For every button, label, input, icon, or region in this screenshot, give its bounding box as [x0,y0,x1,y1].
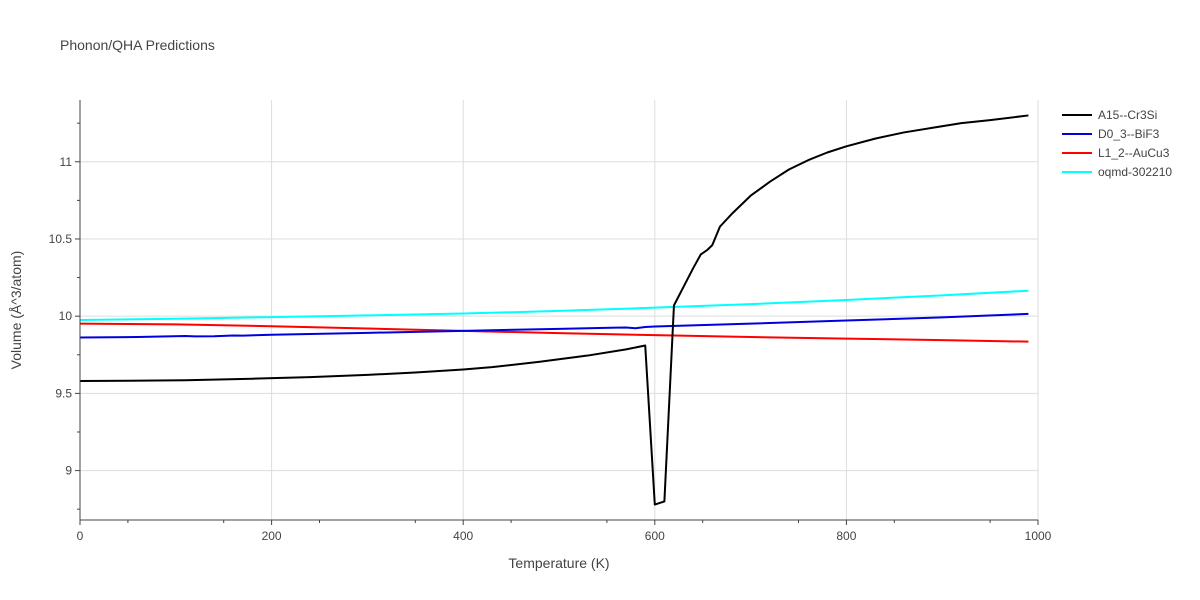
axes: 0 200 400 600 800 1000 9 9.5 10 10.5 11 [49,100,1052,543]
series-line-oqmd-302210 [79,289,1029,322]
y-tick-label: 10 [59,309,73,323]
legend-label: A15--Cr3Si [1098,108,1157,122]
series-line-d0-3-bif3 [79,312,1029,339]
legend-item[interactable]: A15--Cr3Si [1062,108,1157,122]
series-line-l1-2-aucu3 [79,322,1029,343]
x-tick-label: 800 [836,529,856,543]
chart-title: Phonon/QHA Predictions [60,37,215,53]
legend-label: oqmd-302210 [1098,165,1172,179]
y-tick-label: 9 [65,464,72,478]
y-tick-label: 9.5 [55,386,72,400]
y-tick-label: 10.5 [49,232,73,246]
legend-item[interactable]: D0_3--BiF3 [1062,127,1160,141]
grid-lines [80,100,1039,520]
legend[interactable]: A15--Cr3Si D0_3--BiF3 L1_2--AuCu3 oqmd-3022… [1062,108,1172,179]
legend-item[interactable]: oqmd-302210 [1062,165,1172,179]
plot-area [79,114,1029,506]
x-tick-label: 400 [453,529,473,543]
legend-label: L1_2--AuCu3 [1098,146,1170,160]
x-tick-label: 200 [262,529,282,543]
x-tick-label: 1000 [1025,529,1052,543]
x-tick-label: 0 [77,529,84,543]
legend-item[interactable]: L1_2--AuCu3 [1062,146,1170,160]
legend-label: D0_3--BiF3 [1098,127,1160,141]
x-axis-title: Temperature (K) [508,555,609,571]
y-axis-title: Volume (Å^3/atom) [8,251,24,370]
x-tick-label: 600 [645,529,665,543]
series-line-a15-cr3si [79,114,1029,506]
y-tick-label: 11 [60,155,73,169]
